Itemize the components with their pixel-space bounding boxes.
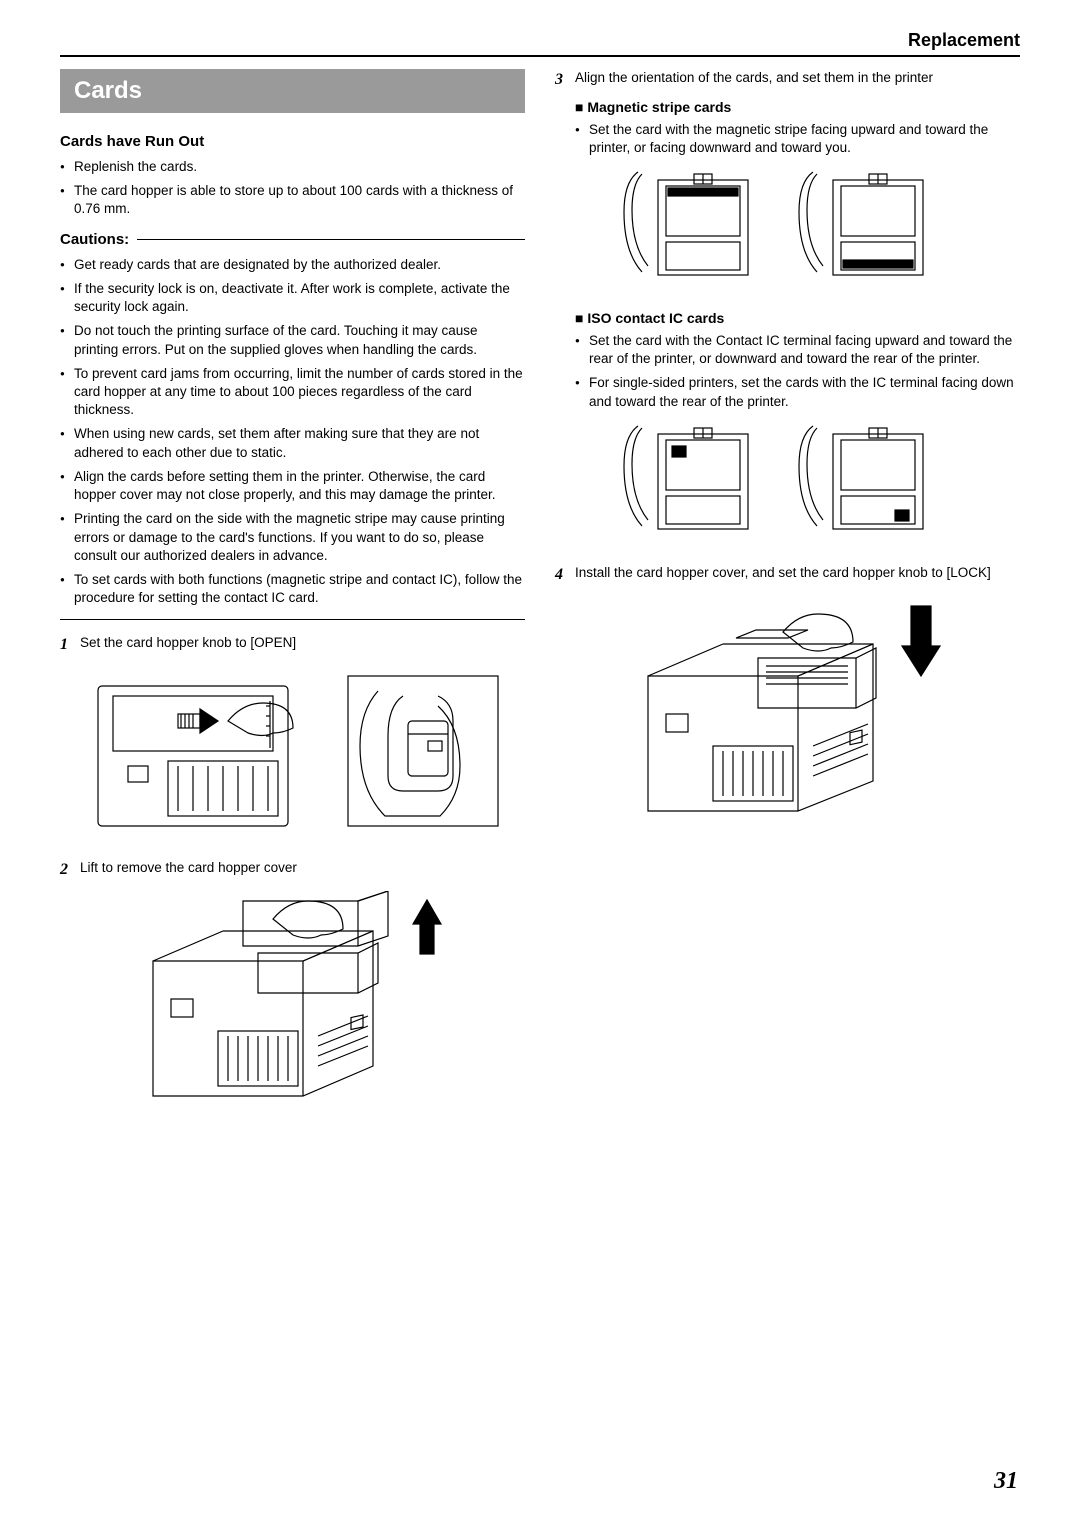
step-number: 1 (60, 634, 80, 656)
list-item: To prevent card jams from occurring, lim… (60, 365, 525, 420)
step-number: 2 (60, 859, 80, 881)
cautions-label: Cautions: (60, 231, 129, 248)
cautions-heading-row: Cautions: (60, 231, 525, 248)
list-item: When using new cards, set them after mak… (60, 425, 525, 461)
cards-runout-heading: Cards have Run Out (60, 133, 525, 150)
step-3: 3 Align the orientation of the cards, an… (555, 69, 1020, 91)
list-item: For single-sided printers, set the cards… (575, 374, 1020, 410)
figure-step1 (60, 666, 525, 841)
step-number: 3 (555, 69, 575, 91)
list-item: Get ready cards that are designated by t… (60, 256, 525, 274)
header-section: Replacement (60, 30, 1020, 51)
figure-magnetic (555, 167, 1020, 292)
list-item: To set cards with both functions (magnet… (60, 571, 525, 607)
left-column: Cards Cards have Run Out Replenish the c… (60, 69, 525, 1144)
cautions-rule (137, 239, 525, 240)
list-item: Align the cards before setting them in t… (60, 468, 525, 504)
two-column-layout: Cards Cards have Run Out Replenish the c… (60, 69, 1020, 1144)
step-text: Install the card hopper cover, and set t… (575, 564, 1020, 586)
magnetic-bullet-list: Set the card with the magnetic stripe fa… (575, 121, 1020, 157)
list-item: If the security lock is on, deactivate i… (60, 280, 525, 316)
figure-iso (555, 421, 1020, 546)
list-item: Replenish the cards. (60, 158, 525, 176)
list-item: Do not touch the printing surface of the… (60, 322, 525, 358)
header-rule (60, 55, 1020, 57)
step-1: 1 Set the card hopper knob to [OPEN] (60, 634, 525, 656)
list-item: Set the card with the Contact IC termina… (575, 332, 1020, 368)
iso-bullet-list: Set the card with the Contact IC termina… (575, 332, 1020, 411)
step-4: 4 Install the card hopper cover, and set… (555, 564, 1020, 586)
step-text: Align the orientation of the cards, and … (575, 69, 1020, 91)
magnetic-stripe-heading: Magnetic stripe cards (575, 99, 1020, 115)
cautions-end-rule (60, 619, 525, 620)
page-number: 31 (994, 1468, 1018, 1495)
step-text: Lift to remove the card hopper cover (80, 859, 525, 881)
right-column: 3 Align the orientation of the cards, an… (555, 69, 1020, 1144)
step-number: 4 (555, 564, 575, 586)
iso-contact-heading: ISO contact IC cards (575, 310, 1020, 326)
step-2: 2 Lift to remove the card hopper cover (60, 859, 525, 881)
section-banner: Cards (60, 69, 525, 113)
figure-step4 (555, 596, 1020, 836)
list-item: The card hopper is able to store up to a… (60, 182, 525, 218)
list-item: Printing the card on the side with the m… (60, 510, 525, 565)
figure-step2 (60, 891, 525, 1126)
list-item: Set the card with the magnetic stripe fa… (575, 121, 1020, 157)
intro-bullet-list: Replenish the cards. The card hopper is … (60, 158, 525, 219)
step-text: Set the card hopper knob to [OPEN] (80, 634, 525, 656)
cautions-bullet-list: Get ready cards that are designated by t… (60, 256, 525, 608)
